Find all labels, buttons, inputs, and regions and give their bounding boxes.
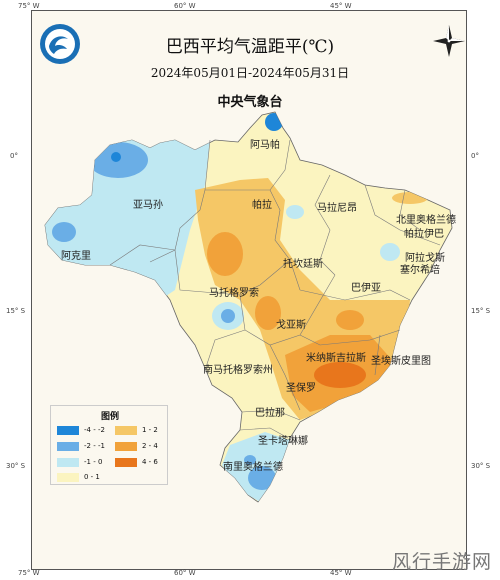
legend-label: -1 - 0 <box>84 458 103 466</box>
coord-top-75w: 75° W <box>18 2 40 10</box>
region-label-paraiba: 帕拉伊巴 <box>404 229 444 240</box>
legend-label: 1 - 2 <box>142 426 158 434</box>
region-label-sao-paulo: 圣保罗 <box>286 383 316 394</box>
coord-right-30s: 30° S <box>471 462 491 470</box>
coord-top-60w: 60° W <box>174 2 196 10</box>
region-label-minas-gerais: 米纳斯吉拉斯 <box>306 353 366 364</box>
coord-left-0: 0° <box>10 152 18 160</box>
legend-swatch <box>115 458 137 467</box>
region-label-tocantins: 托坎廷斯 <box>283 259 323 270</box>
coord-bottom-75w: 75° W <box>18 569 40 577</box>
region-label-mato-grosso: 马托格罗索 <box>209 288 259 299</box>
legend-swatch <box>57 473 79 482</box>
region-label-amazonas: 亚马孙 <box>133 200 163 211</box>
coord-left-30s: 30° S <box>6 462 26 470</box>
region-label-maranhao: 马拉尼昂 <box>317 203 357 214</box>
coord-right-0: 0° <box>471 152 479 160</box>
watermark: 风行手游网 <box>391 551 492 573</box>
legend-swatch <box>57 458 79 467</box>
legend-title: 图例 <box>100 412 119 422</box>
coord-bottom-60w: 60° W <box>174 569 196 577</box>
region-label-rio-grande-do-norte: 北里奥格兰德 <box>396 215 456 226</box>
map-title: 巴西平均气温距平(℃) <box>165 37 335 57</box>
region-label-acre: 阿克里 <box>61 251 91 262</box>
region-label-parana: 巴拉那 <box>255 408 285 419</box>
legend-swatch <box>57 426 79 435</box>
legend-label: 0 - 1 <box>84 473 100 481</box>
legend-swatch <box>115 426 137 435</box>
legend-label: 2 - 4 <box>142 442 158 450</box>
region-label-mato-grosso-do-sul: 南马托格罗索州 <box>203 365 273 376</box>
coord-top-45w: 45° W <box>330 2 352 10</box>
map-period: 2024年05月01日-2024年05月31日 <box>150 66 350 80</box>
region-label-para: 帕拉 <box>252 200 272 211</box>
coord-right-15s: 15° S <box>471 307 491 315</box>
north-arrow-icon <box>433 25 465 57</box>
legend-label: -4 - -2 <box>84 426 105 434</box>
region-label-alagoas: 阿拉戈斯 <box>405 253 445 264</box>
legend-swatch <box>57 442 79 451</box>
cma-logo-icon <box>40 24 80 64</box>
region-label-bahia: 巴伊亚 <box>351 283 381 294</box>
legend: 图例 -4 - -2 -2 - -1 -1 - 0 0 - 1 1 - 2 2 … <box>50 405 168 485</box>
region-label-goias: 戈亚斯 <box>276 320 306 331</box>
region-label-santa-catarina: 圣卡塔琳娜 <box>258 436 308 447</box>
region-label-espirito-santo: 圣埃斯皮里图 <box>371 356 431 367</box>
legend-swatch <box>115 442 137 451</box>
region-label-rio-grande-do-sul: 南里奥格兰德 <box>223 462 283 473</box>
region-label-sergipe: 塞尔希培 <box>400 265 440 276</box>
region-label-amapa: 阿马帕 <box>250 140 280 151</box>
legend-label: -2 - -1 <box>84 442 105 450</box>
legend-label: 4 - 6 <box>142 458 158 466</box>
map-agency: 中央气象台 <box>217 95 283 110</box>
coord-bottom-45w: 45° W <box>330 569 352 577</box>
coord-left-15s: 15° S <box>6 307 26 315</box>
